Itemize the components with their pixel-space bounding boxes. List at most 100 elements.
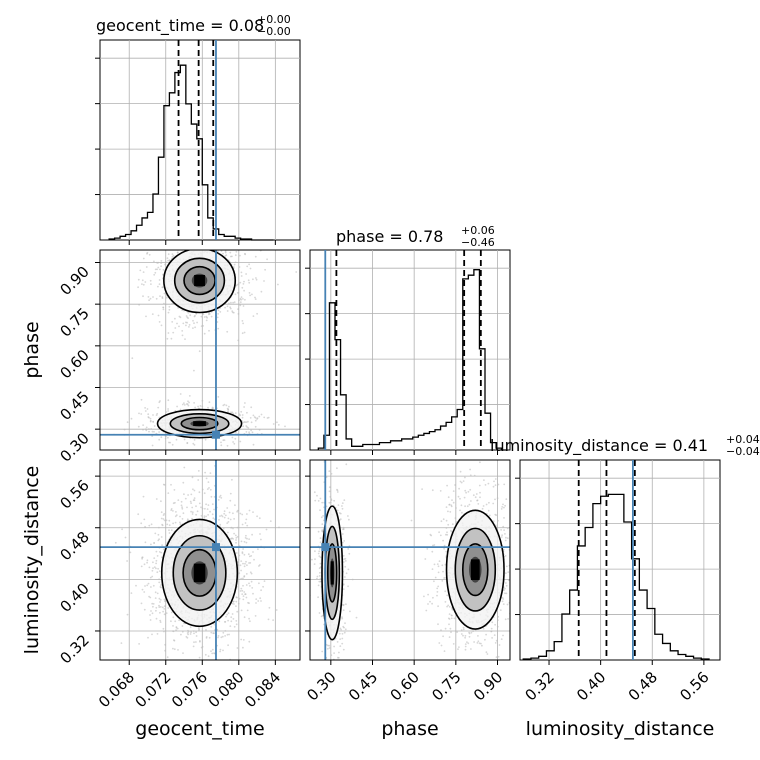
sample-point — [234, 261, 237, 264]
sample-point — [227, 619, 230, 622]
sample-point — [241, 421, 244, 424]
sample-point — [220, 441, 222, 444]
sample-point — [241, 523, 244, 526]
sample-point — [167, 399, 170, 402]
sample-point — [240, 296, 243, 298]
sample-point — [230, 620, 233, 623]
sample-point — [232, 527, 234, 530]
sample-point — [163, 600, 166, 603]
sample-point — [484, 484, 487, 486]
sample-point — [459, 497, 461, 500]
sample-point — [218, 519, 220, 521]
sample-point — [494, 484, 497, 486]
sample-point — [185, 315, 188, 317]
sample-point — [172, 522, 175, 525]
sample-point — [210, 495, 213, 498]
sample-point — [160, 265, 163, 268]
sample-point — [237, 602, 240, 605]
sample-point — [160, 324, 163, 327]
sample-point — [121, 528, 123, 531]
sample-point — [250, 580, 253, 583]
sample-point — [256, 312, 258, 315]
sample-point — [319, 566, 322, 568]
sample-point — [186, 506, 188, 509]
sample-point — [126, 421, 129, 424]
sample-point — [188, 401, 191, 404]
sample-point — [137, 278, 140, 281]
sample-point — [452, 490, 455, 492]
sample-point — [182, 512, 185, 515]
sample-point — [245, 421, 248, 423]
sample-point — [235, 596, 238, 599]
sample-point — [320, 516, 323, 519]
sample-point — [141, 279, 144, 282]
sample-point — [501, 596, 504, 599]
sample-point — [155, 609, 157, 612]
sample-point — [455, 507, 457, 509]
sample-point — [342, 648, 345, 651]
sample-point — [450, 617, 453, 620]
sample-point — [242, 584, 244, 587]
sample-point — [253, 558, 255, 561]
sample-point — [157, 266, 160, 269]
sample-point — [145, 315, 147, 318]
sample-point — [219, 648, 222, 651]
sample-point — [199, 405, 202, 407]
sample-point — [156, 633, 159, 635]
xlabel-phase: phase — [381, 718, 438, 740]
ylabel-luminosity-distance: luminosity_distance — [21, 466, 43, 655]
sample-point — [235, 250, 238, 253]
sample-point — [148, 253, 151, 256]
sample-point — [266, 258, 268, 261]
panel-frame-geocent_time-vs-luminosity_distance — [99, 459, 301, 661]
sample-point — [272, 423, 275, 425]
sample-point — [502, 634, 504, 637]
sample-point — [243, 280, 245, 283]
sample-point — [446, 594, 449, 597]
sample-point — [232, 512, 234, 515]
sample-point — [151, 313, 154, 315]
sample-point — [483, 479, 485, 481]
sample-point — [463, 496, 466, 499]
density-peak-geocent_time-vs-phase-1 — [193, 421, 206, 427]
sample-point — [351, 578, 354, 581]
sample-point — [318, 612, 321, 614]
sample-point — [269, 520, 272, 522]
sample-point — [505, 565, 508, 568]
sample-point — [233, 518, 236, 520]
sample-point — [250, 406, 253, 409]
sample-point — [142, 257, 145, 260]
sample-point — [206, 488, 209, 490]
contour-phase-vs-luminosity_distance-1-1 — [454, 527, 497, 612]
sample-point — [347, 585, 349, 588]
sample-point — [230, 301, 232, 304]
sample-point — [337, 656, 340, 659]
sample-point — [150, 428, 153, 430]
sample-point — [142, 424, 145, 426]
sample-point — [185, 635, 188, 638]
sample-point — [193, 322, 195, 325]
sample-point — [209, 510, 212, 513]
title-phase: phase = 0.78 — [336, 227, 443, 246]
sample-point — [243, 406, 246, 408]
sample-point — [477, 503, 480, 505]
density-peak-phase-vs-luminosity_distance-1 — [470, 559, 480, 580]
sample-point — [492, 485, 495, 488]
xlabel-geocent-time: geocent_time — [135, 718, 264, 740]
sample-point — [220, 636, 223, 639]
sample-point — [167, 410, 170, 412]
sample-point — [207, 504, 210, 506]
sample-point — [503, 529, 505, 531]
sample-point — [485, 503, 488, 506]
sample-point — [220, 497, 223, 499]
sample-point — [144, 585, 146, 587]
sample-point — [228, 633, 231, 636]
sample-point — [490, 630, 493, 633]
sample-point — [131, 357, 134, 360]
sample-point — [241, 589, 244, 592]
sample-point — [170, 337, 173, 340]
sample-point — [140, 602, 143, 605]
sample-point — [123, 428, 126, 431]
sample-point — [140, 413, 143, 415]
